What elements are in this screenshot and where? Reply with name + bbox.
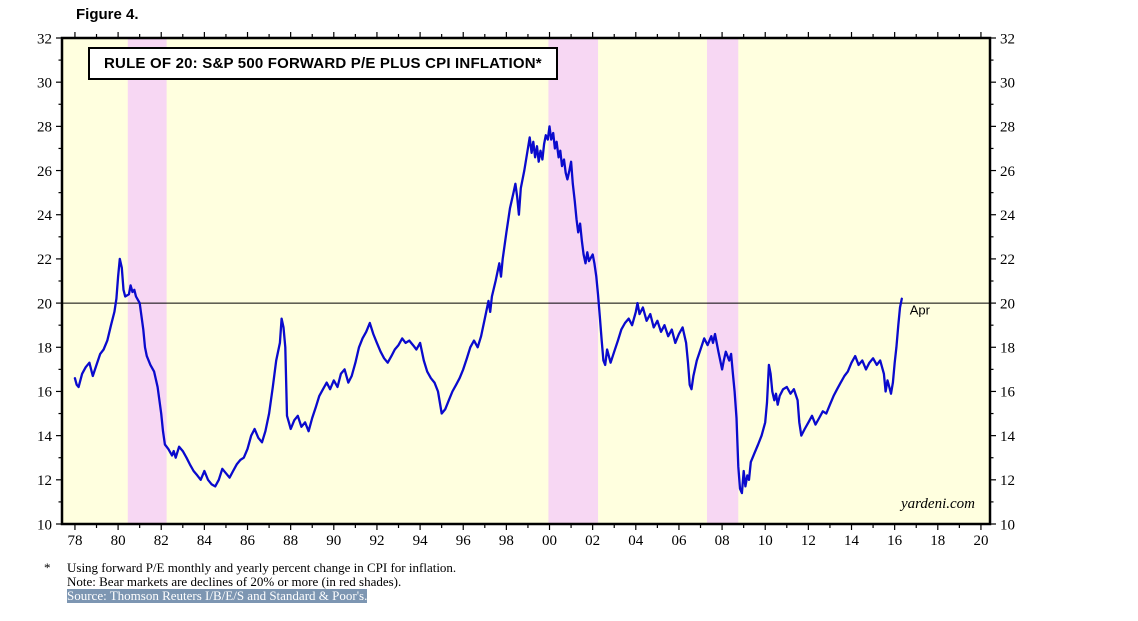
x-axis-label: 02 xyxy=(585,533,600,549)
y-axis-label-left: 28 xyxy=(37,120,52,136)
x-axis-label: 88 xyxy=(283,533,298,549)
x-axis-label: 10 xyxy=(758,533,773,549)
y-axis-label-left: 16 xyxy=(37,385,53,401)
x-axis-label: 04 xyxy=(628,533,644,549)
y-axis-label-right: 24 xyxy=(1000,208,1016,224)
footnote-line-1: * Using forward P/E monthly and yearly p… xyxy=(44,561,456,575)
bear-market-band xyxy=(127,38,167,524)
y-axis-label-left: 22 xyxy=(37,252,52,268)
x-axis-label: 06 xyxy=(671,533,687,549)
x-axis-label: 92 xyxy=(369,533,384,549)
x-axis-label: 90 xyxy=(326,533,341,549)
x-axis-label: 84 xyxy=(197,533,213,549)
y-axis-label-left: 26 xyxy=(37,164,53,180)
x-axis-label: 78 xyxy=(67,533,82,549)
x-axis-label: 12 xyxy=(801,533,816,549)
y-axis-label-right: 32 xyxy=(1000,31,1015,47)
x-axis-label: 00 xyxy=(542,533,557,549)
x-axis-label: 80 xyxy=(111,533,126,549)
y-axis-label-left: 14 xyxy=(37,429,53,445)
latest-point-label: Apr xyxy=(910,302,931,317)
y-axis-label-left: 18 xyxy=(37,341,52,357)
y-axis-label-left: 30 xyxy=(37,75,52,91)
y-axis-label-right: 22 xyxy=(1000,252,1015,268)
y-axis-label-right: 16 xyxy=(1000,385,1016,401)
y-axis-label-right: 18 xyxy=(1000,341,1015,357)
y-axis-label-right: 20 xyxy=(1000,296,1015,312)
x-axis-label: 98 xyxy=(499,533,514,549)
x-axis-label: 08 xyxy=(715,533,730,549)
x-axis-label: 18 xyxy=(930,533,945,549)
x-axis-label: 14 xyxy=(844,533,860,549)
x-axis-label: 16 xyxy=(887,533,903,549)
y-axis-label-right: 26 xyxy=(1000,164,1016,180)
bear-market-band xyxy=(706,38,739,524)
plot-background xyxy=(62,38,990,524)
y-axis-label-left: 24 xyxy=(37,208,53,224)
plot-border xyxy=(60,36,992,526)
y-axis-label-right: 28 xyxy=(1000,120,1015,136)
y-axis-label-left: 12 xyxy=(37,473,52,489)
y-axis-label-right: 12 xyxy=(1000,473,1015,489)
x-axis-label: 94 xyxy=(413,533,429,549)
figure-label: Figure 4. xyxy=(76,6,139,23)
y-axis-label-right: 10 xyxy=(1000,517,1015,533)
y-axis-label-left: 20 xyxy=(37,296,52,312)
footnote-text-1: Using forward P/E monthly and yearly per… xyxy=(67,560,457,575)
footnote-text-3-source: Source: Thomson Reuters I/B/E/S and Stan… xyxy=(67,588,368,603)
x-axis-label: 96 xyxy=(456,533,472,549)
x-axis-label: 82 xyxy=(154,533,169,549)
yardeni-watermark: yardeni.com xyxy=(900,496,975,512)
y-axis-label-right: 30 xyxy=(1000,75,1015,91)
x-axis-label: 20 xyxy=(973,533,988,549)
y-axis-label-left: 10 xyxy=(37,517,52,533)
chart-title: RULE OF 20: S&P 500 FORWARD P/E PLUS CPI… xyxy=(88,47,558,80)
rule-of-20-line xyxy=(73,125,903,495)
y-axis-label-left: 32 xyxy=(37,31,52,47)
footnote-line-2: Note: Bear markets are declines of 20% o… xyxy=(44,575,456,589)
x-axis-label: 86 xyxy=(240,533,256,549)
footnotes: * Using forward P/E monthly and yearly p… xyxy=(44,561,456,603)
bear-market-band xyxy=(548,38,599,524)
y-axis-label-right: 14 xyxy=(1000,429,1016,445)
footnote-line-3: Source: Thomson Reuters I/B/E/S and Stan… xyxy=(44,589,456,603)
footnote-asterisk: * xyxy=(44,560,51,575)
footnote-text-2: Note: Bear markets are declines of 20% o… xyxy=(67,574,402,589)
